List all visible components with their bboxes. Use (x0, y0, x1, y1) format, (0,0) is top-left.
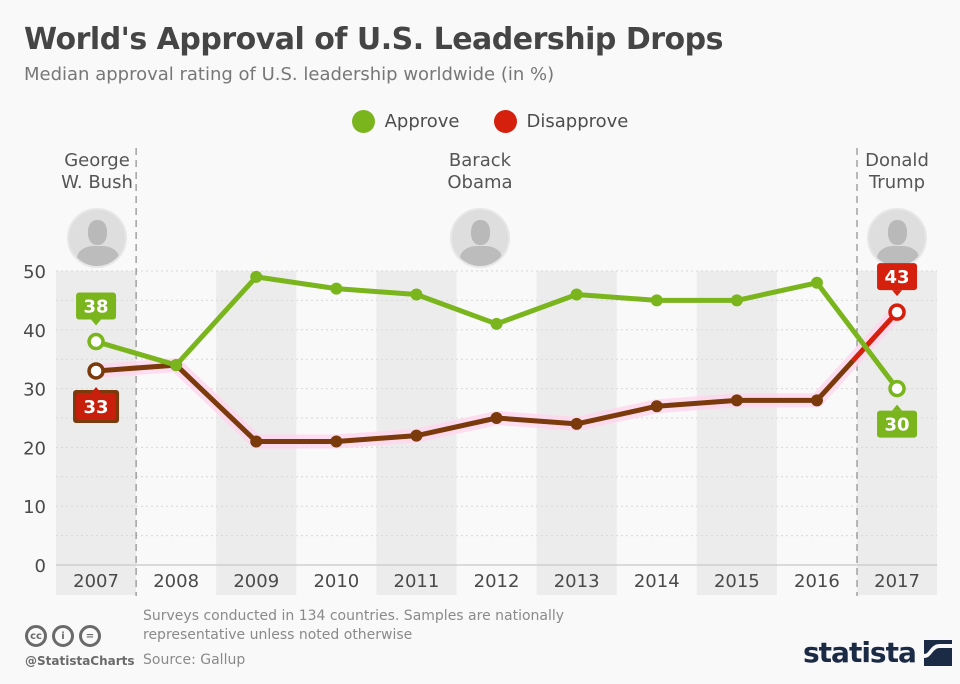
x-tick-label: 2013 (554, 571, 600, 592)
disapprove-point (410, 429, 423, 442)
chart-title: World's Approval of U.S. Leadership Drop… (24, 22, 723, 57)
data-label-text: 38 (84, 297, 109, 318)
data-label-pointer (91, 319, 102, 326)
legend-label-disapprove: Disapprove (526, 111, 629, 132)
disapprove-point (888, 303, 906, 321)
twitter-handle[interactable]: @StatistaCharts (25, 654, 135, 668)
creative-commons-icon: cc (25, 625, 47, 647)
legend-item-approve: Approve (351, 110, 460, 133)
data-label-pointer (892, 290, 903, 297)
disapprove-line (95, 362, 817, 445)
x-tick-label: 2008 (153, 571, 199, 592)
data-label: 33 (73, 386, 120, 423)
legend-item-disapprove: Disapprove (493, 110, 629, 133)
disapprove-point (650, 400, 663, 413)
y-tick-label: 40 (23, 321, 46, 342)
y-tick-label: 30 (23, 380, 46, 401)
disapprove-point (250, 435, 263, 448)
statista-mark-icon (923, 639, 952, 666)
disapprove-point (330, 435, 343, 448)
brand-name: statista (803, 636, 917, 669)
data-label-pointer (892, 404, 903, 411)
y-tick-label: 20 (23, 438, 46, 459)
president-name-line2: W. Bush (61, 172, 133, 193)
legend: Approve Disapprove (0, 110, 960, 133)
data-label-box (877, 263, 918, 291)
no-derivatives-icon: = (79, 625, 101, 647)
source: Source: Gallup (143, 652, 246, 668)
x-tick-label: 2017 (874, 571, 920, 592)
president-name-line1: George (64, 150, 130, 171)
portrait-bush-icon (67, 208, 127, 268)
x-tick-label: 2009 (233, 571, 279, 592)
president-obama: Barack Obama (440, 150, 520, 268)
president-name-line1: Barack (448, 150, 512, 171)
y-tick-label: 50 (23, 262, 46, 283)
data-label-box (76, 392, 117, 420)
data-label: 38 (76, 292, 117, 326)
chart-subtitle: Median approval rating of U.S. leadershi… (24, 64, 555, 85)
y-tick-label: 10 (23, 497, 46, 518)
approve-point (170, 359, 183, 372)
data-label-text: 43 (885, 267, 910, 288)
portrait-trump-icon (867, 208, 927, 268)
data-label-pointer (91, 386, 102, 393)
portrait-obama-icon (450, 208, 510, 268)
approve-point (87, 332, 105, 351)
approve-point (410, 288, 423, 301)
x-tick-label: 2015 (714, 571, 760, 592)
x-tick-label: 2011 (394, 571, 440, 592)
disapprove-point (570, 417, 583, 430)
president-bush: George W. Bush (58, 150, 136, 268)
approve-point (490, 317, 503, 330)
x-tick-label: 2010 (313, 571, 359, 592)
approve-point (730, 294, 743, 307)
data-label-text: 33 (84, 397, 109, 418)
attribution-icon: i (52, 625, 74, 647)
disapprove-line-segment (815, 358, 855, 403)
data-label-box (76, 292, 117, 320)
approve-point (650, 294, 663, 307)
column-band (696, 271, 777, 595)
president-name-line2: Trump (868, 172, 926, 193)
data-label-box (877, 410, 918, 438)
column-band (536, 271, 617, 595)
approve-point (888, 379, 906, 398)
approve-point (330, 282, 343, 295)
president-name-line1: Donald (865, 150, 929, 171)
statista-logo[interactable]: statista (803, 636, 952, 669)
data-label: 43 (877, 263, 918, 297)
legend-swatch-disapprove (493, 110, 517, 133)
license-icons: cc i = (25, 625, 101, 647)
data-label-text: 30 (885, 415, 910, 436)
disapprove-point (87, 362, 105, 380)
y-tick-label: 0 (35, 556, 46, 577)
x-tick-label: 2007 (73, 571, 119, 592)
disapprove-line-segment (851, 310, 899, 363)
data-label: 30 (877, 404, 918, 438)
president-name-line2: Obama (447, 172, 513, 193)
x-tick-label: 2014 (634, 571, 680, 592)
disapprove-point (730, 394, 743, 407)
approve-point (810, 276, 823, 289)
disapprove-point (810, 394, 823, 407)
x-tick-label: 2012 (474, 571, 520, 592)
legend-swatch-approve (351, 110, 375, 133)
legend-label-approve: Approve (384, 111, 460, 132)
president-trump: Donald Trump (857, 150, 937, 268)
footnote: Surveys conducted in 134 countries. Samp… (143, 608, 565, 643)
approve-point (570, 288, 583, 301)
approve-point (250, 270, 263, 283)
disapprove-point (490, 412, 503, 424)
x-tick-label: 2016 (794, 571, 840, 592)
